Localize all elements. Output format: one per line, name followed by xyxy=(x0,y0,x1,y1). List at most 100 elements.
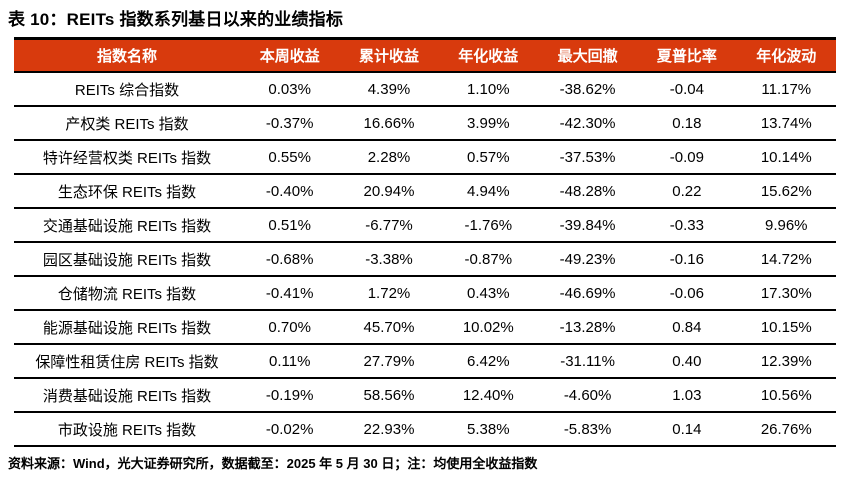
value-cell: -0.19% xyxy=(240,378,340,413)
column-header-6: 年化波动 xyxy=(736,38,836,73)
value-cell: 16.66% xyxy=(339,106,439,141)
table-row: REITs 综合指数 0.03% 4.39% 1.10% -38.62% -0.04 11.… xyxy=(14,72,836,107)
value-cell: -48.28% xyxy=(537,174,638,209)
column-header-3: 年化收益 xyxy=(438,38,538,73)
value-cell: 0.51% xyxy=(240,208,340,243)
value-cell: 0.84 xyxy=(637,310,737,345)
value-cell: 15.62% xyxy=(736,174,836,209)
table-row: 市政设施 REITs 指数 -0.02% 22.93% 5.38% -5.83% 0.14… xyxy=(14,412,836,447)
value-cell: 10.15% xyxy=(736,310,836,345)
reits-performance-table: 指数名称 本周收益 累计收益 年化收益 最大回撤 夏普比率 年化波动 REITs 综合指数 0… xyxy=(14,37,836,447)
value-cell: -0.09 xyxy=(637,140,737,175)
value-cell: 4.39% xyxy=(339,72,439,107)
index-name-cell: REITs 综合指数 xyxy=(14,72,241,107)
table-row: 能源基础设施 REITs 指数 0.70% 45.70% 10.02% -13.28% 0… xyxy=(14,310,836,345)
value-cell: 22.93% xyxy=(339,412,439,447)
index-name-cell: 能源基础设施 REITs 指数 xyxy=(14,310,241,345)
value-cell: 27.79% xyxy=(339,344,439,379)
value-cell: 0.22 xyxy=(637,174,737,209)
value-cell: -42.30% xyxy=(537,106,638,141)
value-cell: 1.72% xyxy=(339,276,439,311)
value-cell: -0.06 xyxy=(637,276,737,311)
index-name-cell: 园区基础设施 REITs 指数 xyxy=(14,242,241,277)
value-cell: 9.96% xyxy=(736,208,836,243)
value-cell: 0.55% xyxy=(240,140,340,175)
value-cell: 11.17% xyxy=(736,72,836,107)
value-cell: 14.72% xyxy=(736,242,836,277)
value-cell: 13.74% xyxy=(736,106,836,141)
index-name-cell: 市政设施 REITs 指数 xyxy=(14,412,241,447)
value-cell: 0.18 xyxy=(637,106,737,141)
source-note: 资料来源：Wind，光大证券研究所，数据截至：2025 年 5 月 30 日；注… xyxy=(8,456,538,471)
value-cell: -46.69% xyxy=(537,276,638,311)
column-header-1: 本周收益 xyxy=(240,38,340,73)
table-row: 园区基础设施 REITs 指数 -0.68% -3.38% -0.87% -49.23%… xyxy=(14,242,836,277)
value-cell: -37.53% xyxy=(537,140,638,175)
value-cell: 4.94% xyxy=(438,174,538,209)
value-cell: 0.14 xyxy=(637,412,737,447)
value-cell: 0.11% xyxy=(240,344,340,379)
index-name-cell: 产权类 REITs 指数 xyxy=(14,106,241,141)
value-cell: 0.03% xyxy=(240,72,340,107)
column-header-5: 夏普比率 xyxy=(637,38,737,73)
column-header-2: 累计收益 xyxy=(339,38,439,73)
value-cell: -49.23% xyxy=(537,242,638,277)
value-cell: 20.94% xyxy=(339,174,439,209)
value-cell: 10.56% xyxy=(736,378,836,413)
value-cell: -0.02% xyxy=(240,412,340,447)
value-cell: -39.84% xyxy=(537,208,638,243)
value-cell: 0.43% xyxy=(438,276,538,311)
column-header-0: 指数名称 xyxy=(14,38,241,73)
value-cell: -3.38% xyxy=(339,242,439,277)
value-cell: 45.70% xyxy=(339,310,439,345)
value-cell: -4.60% xyxy=(537,378,638,413)
value-cell: -0.40% xyxy=(240,174,340,209)
index-name-cell: 生态环保 REITs 指数 xyxy=(14,174,241,209)
table-row: 交通基础设施 REITs 指数 0.51% -6.77% -1.76% -39.84% -… xyxy=(14,208,836,243)
value-cell: -0.68% xyxy=(240,242,340,277)
value-cell: -5.83% xyxy=(537,412,638,447)
table-title: 表 10：REITs 指数系列基日以来的业绩指标 xyxy=(8,10,344,29)
value-cell: 2.28% xyxy=(339,140,439,175)
value-cell: 17.30% xyxy=(736,276,836,311)
table-row: 产权类 REITs 指数 -0.37% 16.66% 3.99% -42.30% 0.18… xyxy=(14,106,836,141)
header-row: 指数名称 本周收益 累计收益 年化收益 最大回撤 夏普比率 年化波动 xyxy=(14,38,836,73)
value-cell: -31.11% xyxy=(537,344,638,379)
value-cell: 0.70% xyxy=(240,310,340,345)
value-cell: 58.56% xyxy=(339,378,439,413)
index-name-cell: 特许经营权类 REITs 指数 xyxy=(14,140,241,175)
value-cell: -0.41% xyxy=(240,276,340,311)
value-cell: 12.40% xyxy=(438,378,538,413)
table-body: REITs 综合指数 0.03% 4.39% 1.10% -38.62% -0.04 11.… xyxy=(14,72,836,447)
table-row: 生态环保 REITs 指数 -0.40% 20.94% 4.94% -48.28% 0.2… xyxy=(14,174,836,209)
value-cell: -6.77% xyxy=(339,208,439,243)
value-cell: 5.38% xyxy=(438,412,538,447)
value-cell: -0.37% xyxy=(240,106,340,141)
value-cell: -0.87% xyxy=(438,242,538,277)
value-cell: -0.16 xyxy=(637,242,737,277)
value-cell: 10.02% xyxy=(438,310,538,345)
index-name-cell: 消费基础设施 REITs 指数 xyxy=(14,378,241,413)
value-cell: 1.10% xyxy=(438,72,538,107)
value-cell: -13.28% xyxy=(537,310,638,345)
index-name-cell: 保障性租赁住房 REITs 指数 xyxy=(14,344,241,379)
value-cell: -0.33 xyxy=(637,208,737,243)
value-cell: 10.14% xyxy=(736,140,836,175)
value-cell: 0.57% xyxy=(438,140,538,175)
value-cell: 6.42% xyxy=(438,344,538,379)
value-cell: 3.99% xyxy=(438,106,538,141)
value-cell: 26.76% xyxy=(736,412,836,447)
table-row: 保障性租赁住房 REITs 指数 0.11% 27.79% 6.42% -31.11% 0… xyxy=(14,344,836,379)
index-name-cell: 交通基础设施 REITs 指数 xyxy=(14,208,241,243)
table-row: 特许经营权类 REITs 指数 0.55% 2.28% 0.57% -37.53% -0.… xyxy=(14,140,836,175)
value-cell: 0.40 xyxy=(637,344,737,379)
value-cell: -0.04 xyxy=(637,72,737,107)
value-cell: -38.62% xyxy=(537,72,638,107)
table-row: 仓储物流 REITs 指数 -0.41% 1.72% 0.43% -46.69% -0.0… xyxy=(14,276,836,311)
value-cell: 1.03 xyxy=(637,378,737,413)
table-row: 消费基础设施 REITs 指数 -0.19% 58.56% 12.40% -4.60% 1… xyxy=(14,378,836,413)
column-header-4: 最大回撤 xyxy=(537,38,638,73)
table-header: 指数名称 本周收益 累计收益 年化收益 最大回撤 夏普比率 年化波动 xyxy=(14,38,836,73)
value-cell: -1.76% xyxy=(438,208,538,243)
